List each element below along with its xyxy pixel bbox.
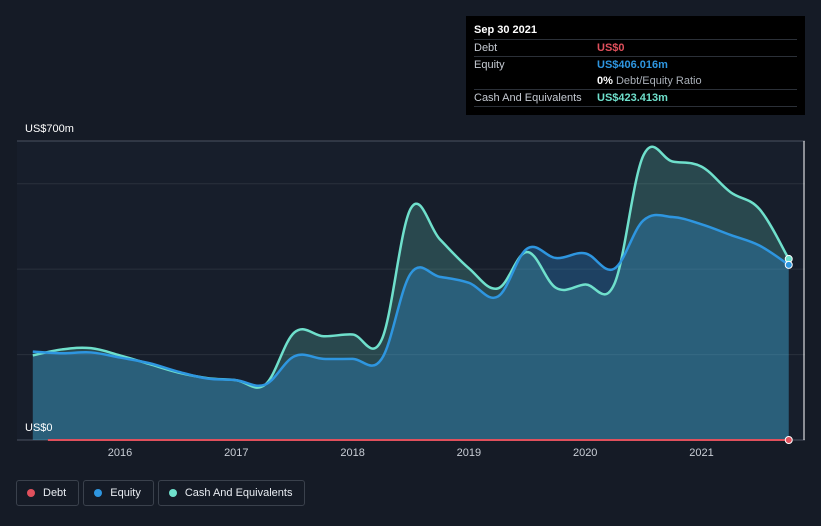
legend-equity-dot (94, 489, 103, 497)
equity-area (32, 214, 789, 440)
x-tick-label: 2018 (340, 447, 365, 459)
tooltip-row-cash: Cash And Equivalents US$423.413m (474, 89, 797, 107)
plot-background (17, 141, 805, 440)
x-tick-label: 2020 (572, 447, 598, 459)
legend-item-debt[interactable]: Debt (16, 480, 80, 506)
legend-equity-label: Equity (110, 487, 141, 499)
tooltip-row-equity: Equity US$406.016m (474, 56, 797, 73)
legend-cash-label: Cash And Equivalents (184, 487, 293, 499)
legend-debt-label: Debt (43, 487, 67, 499)
tooltip-panel: Sep 30 2021 Debt US$0 Equity US$406.016m… (466, 16, 805, 115)
tooltip-date: Sep 30 2021 (474, 24, 537, 36)
tooltip-equity-value: US$406.016m (597, 59, 668, 71)
series-lines (32, 145, 790, 442)
tooltip-debt-label: Debt (474, 42, 498, 54)
end-markers (784, 254, 793, 444)
equity-line (32, 213, 790, 388)
tooltip-row-debt: Debt US$0 (474, 39, 797, 56)
legend-item-cash[interactable]: Cash And Equivalents (157, 480, 306, 506)
tooltip-ratio-value: 0% (597, 75, 613, 87)
tooltip-ratio-label: Debt/Equity Ratio (615, 75, 702, 87)
equity-end-marker (784, 260, 793, 269)
x-tick-label: 2019 (456, 447, 482, 459)
cash-and-equivalents-area (32, 146, 789, 440)
x-tick-label: 2017 (224, 447, 249, 459)
x-tick-label: 2021 (689, 447, 714, 459)
debt-end-marker (784, 436, 793, 444)
legend-cash-dot (168, 489, 177, 497)
tooltip-row-ratio: 0% Debt/Equity Ratio (474, 73, 797, 89)
tooltip-cash-label: Cash And Equivalents (474, 92, 582, 104)
tooltip-cash-value: US$423.413m (597, 92, 668, 104)
tooltip-equity-label: Equity (474, 59, 505, 71)
x-tick-label: 2016 (107, 447, 133, 459)
tooltip-ratio: 0% Debt/Equity Ratio (597, 73, 702, 89)
y-tick-label-bottom: US$0 (25, 422, 53, 434)
tooltip-debt-value: US$0 (597, 42, 625, 54)
legend: Debt Equity Cash And Equivalents (16, 480, 306, 506)
grid-lines (17, 140, 805, 441)
y-tick-label-top: US$700m (25, 123, 74, 135)
series-areas (32, 146, 789, 440)
legend-debt-dot (27, 489, 35, 497)
legend-item-equity[interactable]: Equity (83, 480, 154, 506)
